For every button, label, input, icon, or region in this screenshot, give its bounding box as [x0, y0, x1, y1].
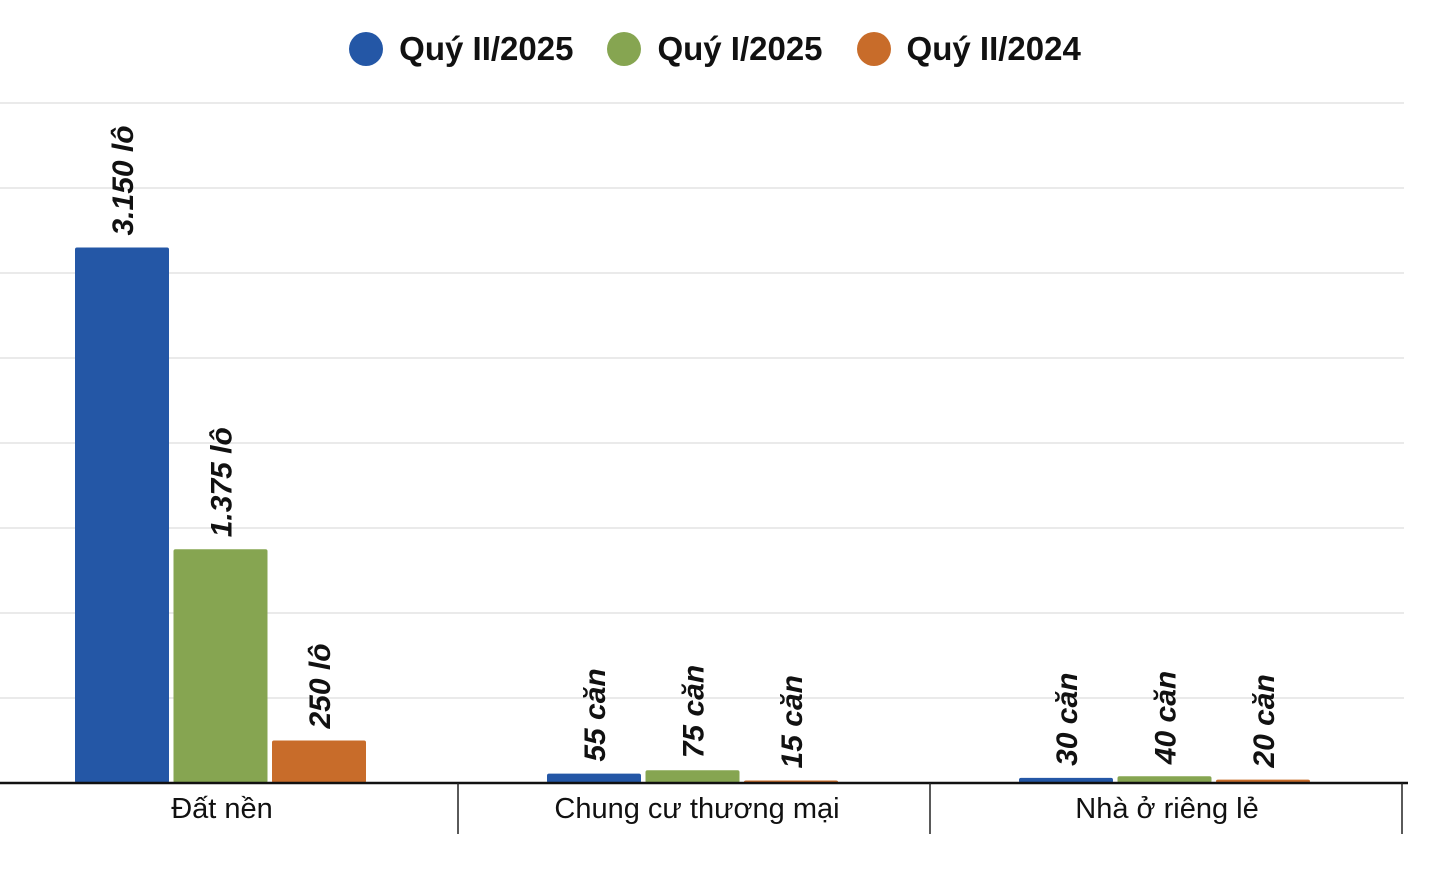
legend-label-q2-2024: Quý II/2024 [906, 30, 1081, 67]
x-tick-label: Đất nền [171, 793, 273, 825]
legend-item-q2-2025: Quý II/2025 [349, 30, 573, 68]
bar [75, 247, 169, 783]
x-tick-label: Chung cư thương mại [554, 793, 839, 825]
x-tick-label: Nhà ở riêng lẻ [1075, 793, 1258, 825]
data-label: 250 lô [304, 643, 337, 729]
data-label: 20 căn [1248, 674, 1281, 768]
data-label: 3.150 lô [107, 125, 140, 235]
legend-label-q2-2025: Quý II/2025 [399, 30, 574, 67]
legend-item-q1-2025: Quý I/2025 [607, 30, 823, 68]
bar [173, 549, 268, 783]
legend-label-q1-2025: Quý I/2025 [657, 30, 823, 67]
bar [645, 770, 740, 783]
legend-item-q2-2024: Quý II/2024 [856, 30, 1081, 68]
bar [1019, 777, 1113, 783]
data-label: 40 căn [1150, 671, 1183, 765]
data-label: 1.375 lô [206, 427, 239, 537]
bar [547, 773, 641, 783]
legend-swatch-q1-2025 [607, 32, 642, 66]
bar [272, 740, 366, 783]
legend-swatch-q2-2024 [856, 32, 891, 66]
bar [1117, 776, 1212, 783]
legend-swatch-q2-2025 [349, 32, 384, 66]
data-label: 30 căn [1051, 672, 1084, 765]
data-label: 75 căn [678, 665, 711, 758]
chart-legend: Quý II/2025 Quý I/2025 Quý II/2024 [0, 26, 1430, 72]
data-label: 15 căn [776, 675, 809, 768]
data-label: 55 căn [579, 668, 612, 761]
